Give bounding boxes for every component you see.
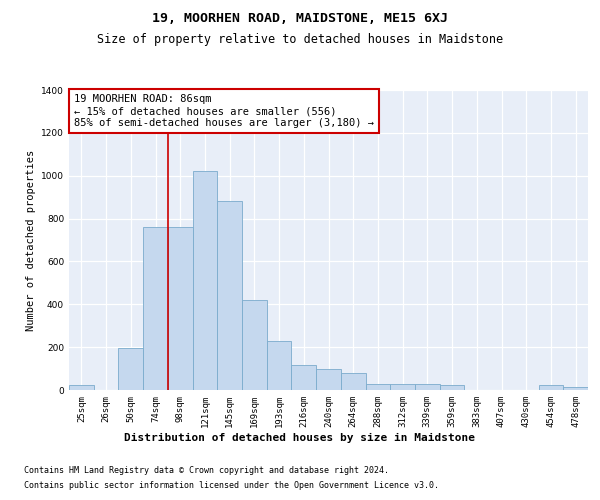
Text: 19, MOORHEN ROAD, MAIDSTONE, ME15 6XJ: 19, MOORHEN ROAD, MAIDSTONE, ME15 6XJ (152, 12, 448, 26)
Bar (242, 300, 267, 390)
Bar (440, 384, 464, 390)
Bar (316, 368, 341, 390)
Text: Distribution of detached houses by size in Maidstone: Distribution of detached houses by size … (125, 432, 476, 442)
Bar (390, 384, 415, 390)
Text: Contains HM Land Registry data © Crown copyright and database right 2024.: Contains HM Land Registry data © Crown c… (24, 466, 389, 475)
Bar (292, 366, 316, 390)
Bar (563, 387, 588, 390)
Bar (168, 227, 193, 390)
Text: Contains public sector information licensed under the Open Government Licence v3: Contains public sector information licen… (24, 481, 439, 490)
Bar (365, 384, 390, 390)
Bar (341, 373, 365, 390)
Text: 19 MOORHEN ROAD: 86sqm
← 15% of detached houses are smaller (556)
85% of semi-de: 19 MOORHEN ROAD: 86sqm ← 15% of detached… (74, 94, 374, 128)
Bar (539, 384, 563, 390)
Bar (193, 172, 217, 390)
Bar (143, 227, 168, 390)
Y-axis label: Number of detached properties: Number of detached properties (26, 150, 35, 330)
Bar (118, 348, 143, 390)
Bar (69, 384, 94, 390)
Text: Size of property relative to detached houses in Maidstone: Size of property relative to detached ho… (97, 32, 503, 46)
Bar (267, 340, 292, 390)
Bar (415, 384, 440, 390)
Bar (217, 202, 242, 390)
